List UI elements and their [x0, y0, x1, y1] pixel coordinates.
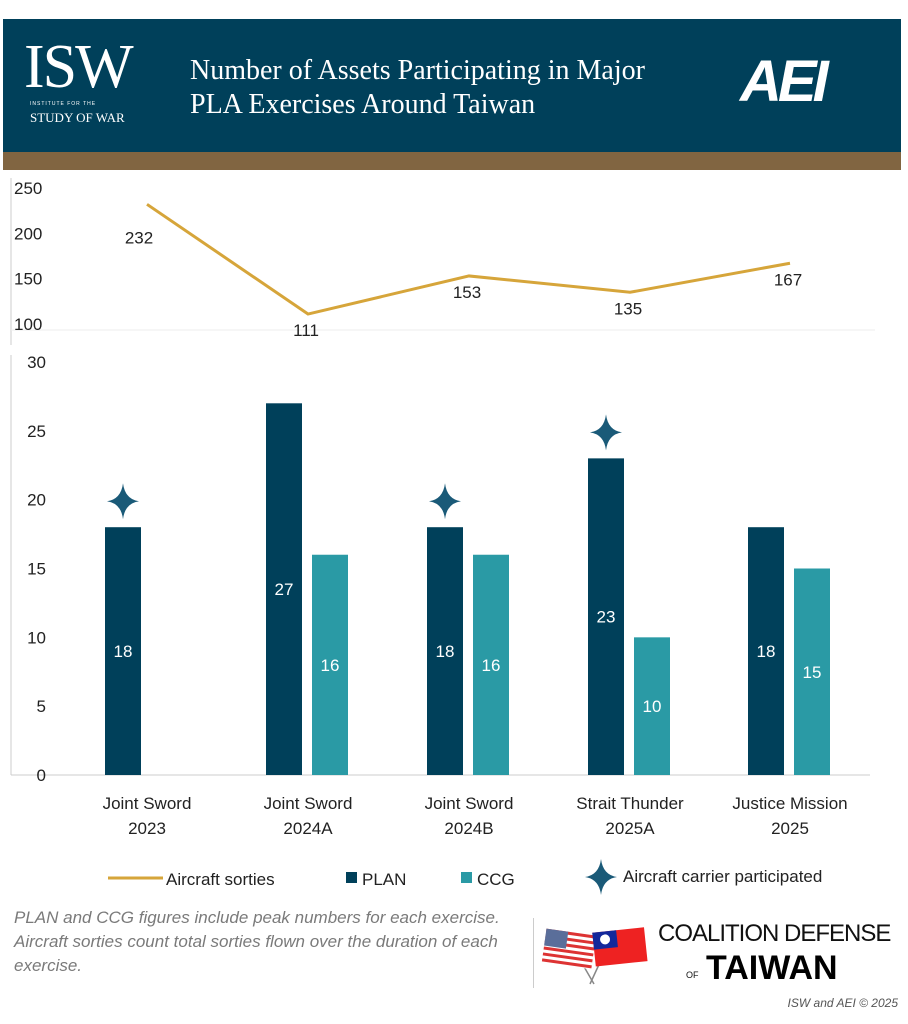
flags-icon	[541, 927, 648, 985]
isw-logo-sub2: STUDY OF WAR	[30, 110, 125, 125]
sorties-data-label: 167	[774, 270, 802, 289]
x-tick-label: Joint Sword	[103, 794, 192, 813]
bar-y-tick: 5	[37, 697, 46, 716]
logo-line2: TAIWAN	[706, 949, 838, 987]
plan-bar	[427, 527, 463, 775]
plan-data-label: 23	[597, 608, 616, 627]
bar-y-tick: 10	[27, 628, 46, 647]
sorties-line	[146, 203, 791, 316]
legend-carrier-star-icon	[585, 859, 617, 895]
plan-data-label: 18	[114, 642, 133, 661]
logo-of: OF	[686, 970, 699, 980]
ccg-bar	[473, 554, 509, 775]
legend-plan-swatch	[346, 872, 357, 883]
logo-line1: COALITION DEFENSE	[658, 920, 891, 947]
title-line-1: Number of Assets Participating in Major	[190, 55, 645, 86]
bar-y-tick: 25	[27, 422, 46, 441]
sorties-data-label: 232	[125, 228, 153, 247]
x-tick-label: Joint Sword	[425, 794, 514, 813]
footnote: PLAN and CCG figures include peak number…	[14, 908, 500, 975]
x-tick-label: Joint Sword	[264, 794, 353, 813]
plan-data-label: 27	[275, 580, 294, 599]
plan-bar	[748, 527, 784, 775]
x-tick-label: 2023	[128, 819, 166, 838]
line-y-tick: 200	[14, 224, 42, 243]
legend-carrier: Aircraft carrier participated	[623, 867, 822, 886]
x-tick-label: Justice Mission	[732, 794, 847, 813]
bar-y-tick: 0	[37, 766, 46, 785]
bar-y-tick: 15	[27, 560, 46, 579]
title-line-2: PLA Exercises Around Taiwan	[190, 89, 536, 120]
carrier-star-icon	[107, 483, 139, 520]
chart-title: Number of Assets Participating in Major …	[190, 54, 645, 122]
x-tick-label: 2024B	[444, 819, 493, 838]
line-y-tick: 150	[14, 270, 42, 289]
legend-ccg: CCG	[477, 870, 515, 889]
ccg-data-label: 10	[643, 697, 662, 716]
sorties-data-label: 153	[453, 283, 481, 302]
legend-plan: PLAN	[362, 870, 406, 889]
x-tick-label: Strait Thunder	[576, 794, 684, 813]
x-tick-label: 2024A	[283, 819, 333, 838]
sorties-data-label: 135	[614, 299, 642, 318]
ccg-bar	[312, 554, 348, 775]
header-banner	[3, 19, 901, 152]
x-tick-label: 2025	[771, 819, 809, 838]
line-y-tick: 250	[14, 179, 42, 198]
ccg-data-label: 16	[321, 656, 340, 675]
ccg-bar	[634, 637, 670, 775]
legend-ccg-swatch	[461, 872, 472, 883]
legend-sorties: Aircraft sorties	[166, 870, 275, 889]
carrier-star-icon	[429, 483, 461, 520]
plan-bar	[105, 527, 141, 775]
plan-data-label: 18	[436, 642, 455, 661]
bar-y-tick: 30	[27, 353, 46, 372]
copyright: ISW and AEI © 2025	[787, 996, 898, 1010]
plan-data-label: 18	[757, 642, 776, 661]
plan-bar	[588, 458, 624, 775]
isw-logo-sub1: INSTITUTE FOR THE	[30, 101, 97, 107]
sorties-data-label: 111	[293, 321, 319, 340]
isw-logo: ISW	[24, 33, 134, 101]
aei-logo: AEI	[740, 49, 829, 114]
ccg-data-label: 16	[482, 656, 501, 675]
plan-bar	[266, 403, 302, 775]
carrier-star-icon	[590, 414, 622, 451]
header-band	[3, 152, 901, 170]
line-y-tick: 100	[14, 315, 42, 334]
x-tick-label: 2025A	[605, 819, 655, 838]
ccg-bar	[794, 568, 830, 775]
ccg-data-label: 15	[803, 663, 822, 682]
coalition-logo: COALITION DEFENSE OF TAIWAN	[533, 918, 894, 988]
bar-y-tick: 20	[27, 491, 46, 510]
